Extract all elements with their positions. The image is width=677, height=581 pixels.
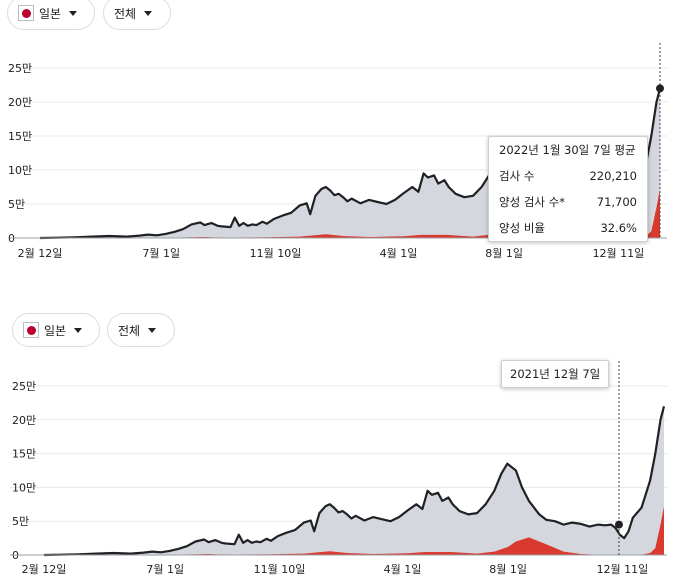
chevron-down-icon (148, 327, 157, 333)
hover-point (656, 84, 664, 93)
x-tick-label: 4월 1일 (384, 562, 422, 576)
y-tick-label: 25만 (8, 62, 32, 75)
y-tick-label: 15만 (12, 448, 36, 461)
tests-line (43, 406, 666, 557)
y-tick-label: 5만 (8, 198, 25, 211)
y-tick-label: 15만 (8, 130, 32, 143)
y-tick-label: 5만 (12, 515, 29, 528)
country-label: 일본 (44, 323, 67, 338)
hover-point (614, 520, 623, 529)
country-select[interactable]: 일본 (12, 313, 100, 347)
range-label: 전체 (114, 6, 137, 21)
y-tick-label: 10만 (8, 164, 32, 177)
y-tick-label: 20만 (8, 96, 32, 109)
tooltip-row: 검사 수 220,210 (499, 169, 637, 183)
country-select[interactable]: 일본 (7, 0, 95, 30)
y-tick-label: 10만 (12, 481, 36, 494)
x-tick-label: 8월 1일 (489, 562, 527, 576)
tooltip-row: 양성 비율 32.6% (499, 221, 637, 235)
range-select[interactable]: 전체 (107, 313, 175, 347)
range-select[interactable]: 전체 (103, 0, 171, 30)
x-tick-label: 12월 11일 (593, 246, 645, 260)
japan-flag-icon (23, 322, 39, 338)
x-tick-label: 7월 1일 (146, 562, 184, 576)
x-tick-label: 2월 12일 (18, 246, 63, 260)
x-tick-label: 8월 1일 (485, 246, 523, 260)
tooltip-1: 2022년 1월 30일 7일 평균 검사 수 220,210 양성 검사 수* 7… (488, 136, 648, 242)
x-tick-label: 11월 10일 (250, 246, 302, 260)
x-tick-label: 12월 11일 (597, 562, 649, 576)
tooltip-title: 2022년 1월 30일 7일 평균 (499, 143, 636, 157)
x-tick-label: 2월 12일 (22, 562, 67, 576)
x-tick-label: 11월 10일 (254, 562, 306, 576)
date-tooltip-2: 2021년 12월 7일 (501, 360, 610, 388)
tests-area (44, 406, 664, 555)
y-tick-label: 20만 (12, 414, 36, 427)
y-tick-label: 25만 (12, 380, 36, 393)
tooltip-row: 양성 검사 수* 71,700 (499, 195, 637, 209)
chevron-down-icon (74, 327, 83, 333)
chevron-down-icon (69, 10, 78, 16)
chevron-down-icon (144, 10, 153, 16)
x-tick-label: 7월 1일 (142, 246, 180, 260)
japan-flag-icon (18, 5, 34, 21)
x-tick-label: 4월 1일 (380, 246, 418, 260)
range-label: 전체 (118, 323, 141, 338)
country-label: 일본 (39, 6, 62, 21)
